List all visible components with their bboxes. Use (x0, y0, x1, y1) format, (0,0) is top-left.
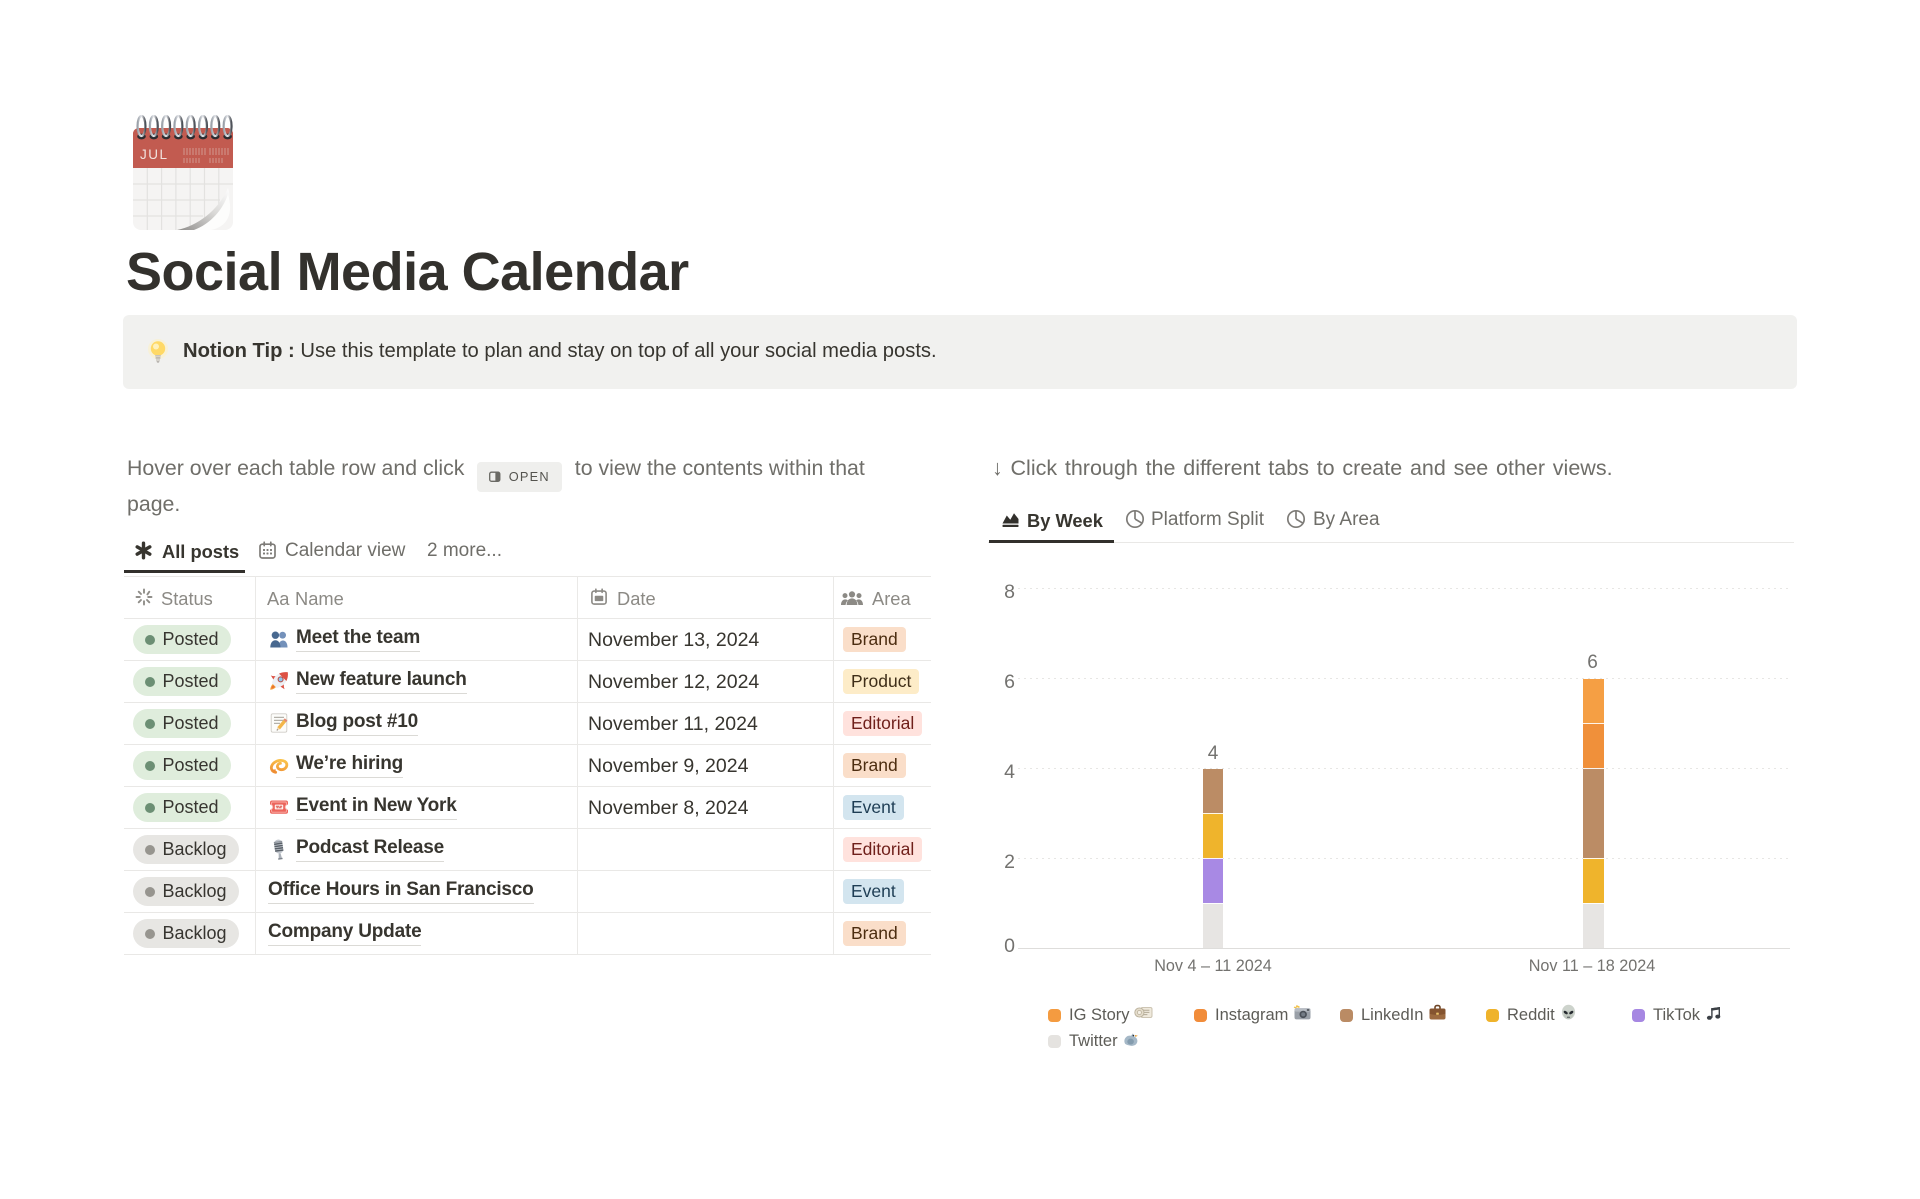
svg-text:JUL: JUL (140, 147, 169, 162)
